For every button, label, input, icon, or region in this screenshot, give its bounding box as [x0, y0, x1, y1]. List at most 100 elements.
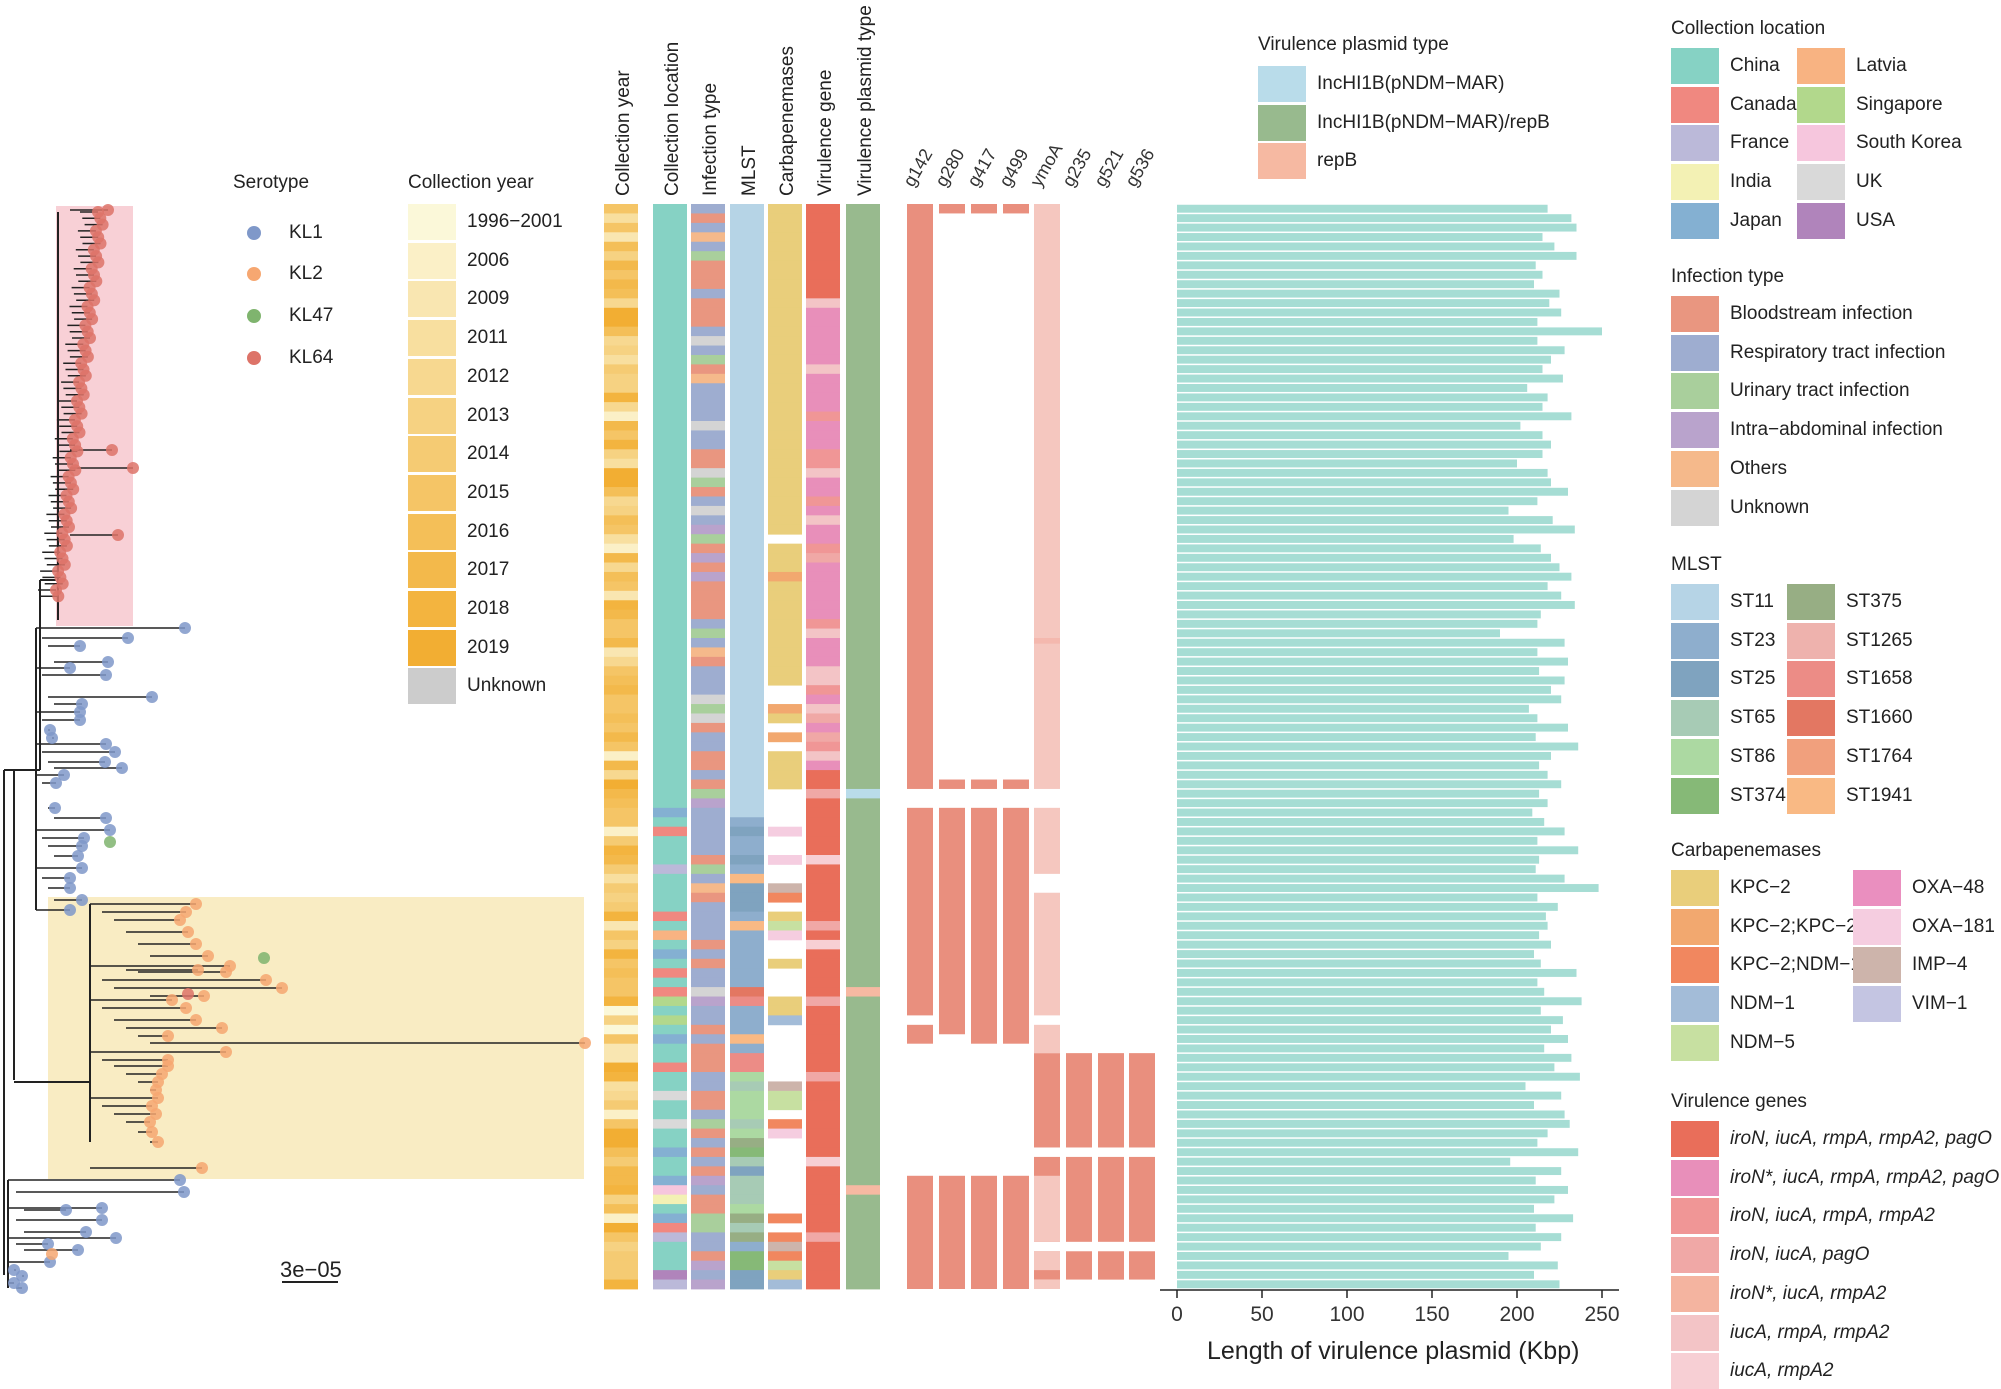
infection-cell [691, 968, 725, 979]
bar [1177, 280, 1534, 289]
bar [1177, 1223, 1536, 1232]
gene-present-ymoA [1034, 1175, 1060, 1242]
gene-present-g417 [971, 779, 997, 789]
virulence-gene-cell [806, 477, 840, 488]
infection-cell [691, 307, 725, 318]
bar [1177, 1233, 1562, 1242]
legend-item-st1265: ST1265 [1787, 622, 1913, 659]
virulence-gene-cell [806, 779, 840, 790]
virulence-gene-cell [806, 930, 840, 941]
bar [1177, 346, 1565, 355]
plasmid-type-cell [846, 449, 880, 460]
x-axis-label: Length of virulence plasmid (Kbp) [1207, 1337, 1580, 1365]
carbapenemase-cell [768, 1270, 802, 1280]
gene-present-g235 [1066, 1156, 1092, 1242]
legend-label: Latvia [1856, 55, 1907, 76]
carbapenemase-cell [768, 553, 802, 563]
legend-swatch [408, 552, 456, 589]
virulence-gene-cell [806, 939, 840, 950]
mlst-cell [730, 298, 764, 309]
year-cell [604, 996, 638, 1007]
legend-item-iron-iuca-rmpa-rmpa2-pago: iroN, iucA, rmpA, rmpA2, pagO [1671, 1121, 1992, 1157]
virulence-gene-cell [806, 232, 840, 243]
infection-cell [691, 1251, 725, 1262]
legend-swatch [1671, 164, 1719, 201]
year-cell [604, 675, 638, 686]
year-cell [604, 581, 638, 592]
virulence-gene-cell [806, 1185, 840, 1196]
infection-cell [691, 562, 725, 573]
bar [1177, 299, 1550, 308]
carbapenemase-cell [768, 666, 802, 677]
bar [1177, 959, 1541, 968]
year-cell [604, 647, 638, 658]
mlst-cell [730, 505, 764, 516]
virulence-gene-cell [806, 826, 840, 837]
location-cell [653, 458, 687, 469]
legend-item-st23: ST23 [1671, 622, 1775, 659]
location-cell [653, 515, 687, 526]
mlst-cell [730, 449, 764, 460]
location-cell [653, 298, 687, 309]
infection-cell [691, 222, 725, 233]
bar [1177, 921, 1548, 930]
infection-cell [691, 1062, 725, 1073]
plasmid-type-cell [846, 213, 880, 224]
carbapenemase-cell [768, 477, 802, 488]
bar [1177, 459, 1517, 468]
infection-cell [691, 770, 725, 780]
carbapenemase-cell [768, 421, 802, 431]
plasmid-type-cell [846, 392, 880, 403]
bar [1177, 497, 1538, 506]
year-cell [604, 326, 638, 337]
tree-tip [64, 662, 76, 674]
year-cell [604, 779, 638, 790]
kl64-dot-icon [247, 351, 261, 365]
mlst-cell [730, 685, 764, 696]
tree-tip [162, 1030, 174, 1042]
mlst-cell [730, 987, 764, 997]
bar [1177, 1129, 1548, 1138]
tree-tip [49, 802, 61, 814]
bar [1177, 685, 1551, 694]
year-cell [604, 1100, 638, 1111]
bar [1177, 242, 1555, 251]
infection-cell [691, 421, 725, 431]
location-cell [653, 477, 687, 488]
infection-cell [691, 939, 725, 950]
year-cell [604, 439, 638, 450]
virulence-gene-cell [806, 788, 840, 799]
bar [1177, 751, 1551, 760]
plasmid-type-cell [846, 487, 880, 497]
virulence-gene-cell [806, 1053, 840, 1063]
location-cell [653, 383, 687, 394]
legend-swatch [1797, 125, 1845, 162]
bar [1177, 1016, 1563, 1025]
bar [1177, 1214, 1574, 1223]
year-cell [604, 251, 638, 262]
plasmid-type-cell [846, 930, 880, 941]
location-cell [653, 1185, 687, 1196]
mlst-cell [730, 1005, 764, 1016]
mlst-cell [730, 562, 764, 573]
bar [1177, 355, 1551, 364]
tree-tip [100, 812, 112, 824]
carbapenemase-cell [768, 232, 802, 243]
virulence-gene-cell [806, 694, 840, 705]
mlst-cell [730, 1024, 764, 1035]
bar [1177, 695, 1562, 704]
infection-cell [691, 855, 725, 865]
location-cell [653, 260, 687, 271]
virulence-gene-cell [806, 307, 840, 318]
bar [1177, 270, 1543, 279]
tree-tip [64, 904, 76, 916]
carbapenemase-cell [768, 911, 802, 922]
virulence-gene-cell [806, 713, 840, 724]
location-cell [653, 251, 687, 262]
mlst-cell [730, 1241, 764, 1252]
virulence-gene-cell [806, 1232, 840, 1243]
legend-item-iron-iuca-rmpa2: iroN*, iucA, rmpA2 [1671, 1275, 1886, 1312]
location-cell [653, 468, 687, 479]
bar [1177, 789, 1540, 798]
infection-cell [691, 439, 725, 450]
